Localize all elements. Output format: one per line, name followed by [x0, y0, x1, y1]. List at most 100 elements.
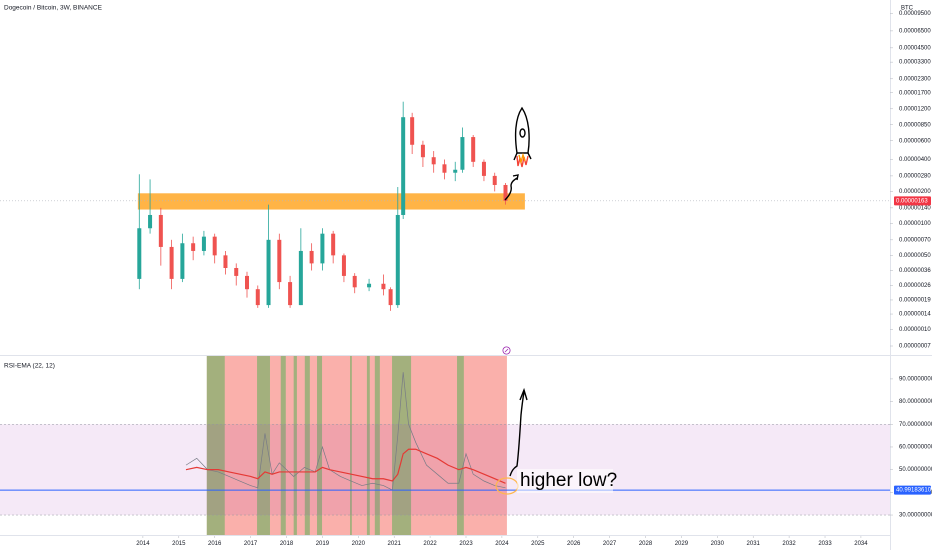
y-tick-label: 0.00000400: [899, 157, 931, 163]
y-tick-label: 0.00000007: [899, 344, 931, 350]
y-tick-label: 0.00004500: [899, 45, 931, 51]
y-tick-label: 0.00006500: [899, 28, 931, 34]
x-tick-label: 2030: [711, 541, 725, 547]
y-tick-label: 0.00001200: [899, 106, 931, 112]
rsi-band: [0, 424, 890, 516]
x-tick-label: 2017: [244, 541, 258, 547]
highlight-span: [350, 356, 352, 535]
level-label: 40.99183610: [896, 488, 932, 494]
x-tick-label: 2014: [136, 541, 150, 547]
axes: 0.00009500 0.00006500 0.00004500 0.00003300…: [136, 11, 932, 547]
last-price-box: [894, 196, 931, 206]
series-line: [185, 448, 506, 484]
candle-body: [266, 239, 271, 306]
highlight-span: [304, 356, 310, 535]
highlight-span: [374, 356, 380, 535]
highlight-span: [280, 356, 286, 535]
candle-body: [212, 236, 217, 256]
candle-body: [401, 117, 406, 215]
candle-body: [420, 144, 425, 158]
y-tick-label: 80.00000000: [899, 399, 932, 405]
x-tick-label: 2018: [280, 541, 294, 547]
y-tick-label: 60.00000000: [899, 445, 932, 451]
y-tick-label: 30.00000000: [899, 513, 932, 519]
candle-body: [245, 275, 250, 290]
x-tick-label: 2016: [208, 541, 222, 547]
candle-body: [453, 169, 458, 173]
y-tick-label: 0.00000050: [899, 253, 931, 259]
support-zone: [137, 193, 525, 210]
x-tick-label: 2020: [352, 541, 366, 547]
x-tick-label: 2019: [316, 541, 330, 547]
icon-glyph: [504, 348, 509, 353]
indicator-icon[interactable]: [502, 346, 511, 355]
y-tick-label: 70.00000000: [899, 422, 932, 428]
rsi-arrow: [509, 391, 525, 477]
candle-body: [331, 233, 336, 256]
x-tick-label: 2033: [818, 541, 832, 547]
rocket-window: [519, 128, 526, 138]
highlight-span: [366, 356, 370, 535]
candle-body: [234, 268, 239, 276]
candle-body: [148, 214, 153, 229]
price-arrow-head: [512, 174, 519, 181]
y-tick-label: 0.00000019: [899, 298, 931, 304]
candle-body: [180, 243, 185, 279]
annotation: higher low?: [520, 470, 617, 491]
y-tick-label: 0.00000850: [899, 122, 931, 128]
y-tick-label: 50.00000000: [899, 467, 932, 473]
candle-body: [503, 184, 508, 201]
x-tick-label: 2031: [747, 541, 761, 547]
highlight-span: [293, 356, 297, 535]
candle-body: [158, 214, 163, 247]
x-tick-label: 2022: [423, 541, 437, 547]
candle-body: [288, 282, 293, 306]
candle-body: [481, 161, 486, 176]
candle-body: [388, 289, 393, 306]
price-pane: [0, 101, 890, 311]
x-tick-label: 2034: [854, 541, 868, 547]
rocket-flame: [516, 155, 529, 168]
candle-body: [381, 283, 386, 290]
x-tick-label: 2028: [639, 541, 653, 547]
highlight-span: [206, 356, 507, 535]
x-tick-label: 2023: [459, 541, 473, 547]
y-tick-label: 0.00000100: [899, 221, 931, 227]
x-tick-label: 2026: [567, 541, 581, 547]
indicator-title: RSI-EMA (22, 12): [4, 363, 55, 370]
series-line: [185, 372, 506, 491]
highlight-span: [457, 356, 464, 535]
level-box: [894, 485, 931, 495]
candle-body: [255, 289, 260, 306]
rsi-arrow-head: [519, 387, 528, 401]
candle-body: [223, 255, 228, 269]
rocket-fins: [513, 152, 532, 161]
candle-body: [442, 164, 447, 173]
candle-body: [137, 228, 142, 279]
x-tick-label: 2024: [495, 541, 509, 547]
last-price-label: 0.00000163: [896, 198, 928, 204]
x-tick-label: 2032: [782, 541, 796, 547]
candle-body: [169, 246, 174, 279]
highlight-span: [317, 356, 323, 535]
x-tick-label: 2021: [388, 541, 402, 547]
candle-body: [320, 233, 325, 264]
y-tick-label: 0.00000600: [899, 138, 931, 144]
y-tick-label: 0.00000280: [899, 173, 931, 179]
rocket-body: [514, 106, 530, 154]
y-tick-label: 0.00009500: [899, 11, 931, 17]
y-tick-label: 0.00000200: [899, 189, 931, 195]
candle-body: [395, 214, 400, 306]
x-tick-label: 2015: [172, 541, 186, 547]
y-tick-label: 0.00000140: [899, 205, 931, 211]
candle-body: [309, 250, 314, 264]
axis-unit: BTC: [901, 6, 914, 12]
y-tick-label: 90.00000000: [899, 376, 932, 382]
candle-body: [460, 137, 465, 170]
rocket-drawing: [504, 106, 532, 477]
rsi-pane: [0, 356, 890, 535]
candle-body: [341, 255, 346, 276]
y-tick-label: 0.00000036: [899, 268, 931, 274]
